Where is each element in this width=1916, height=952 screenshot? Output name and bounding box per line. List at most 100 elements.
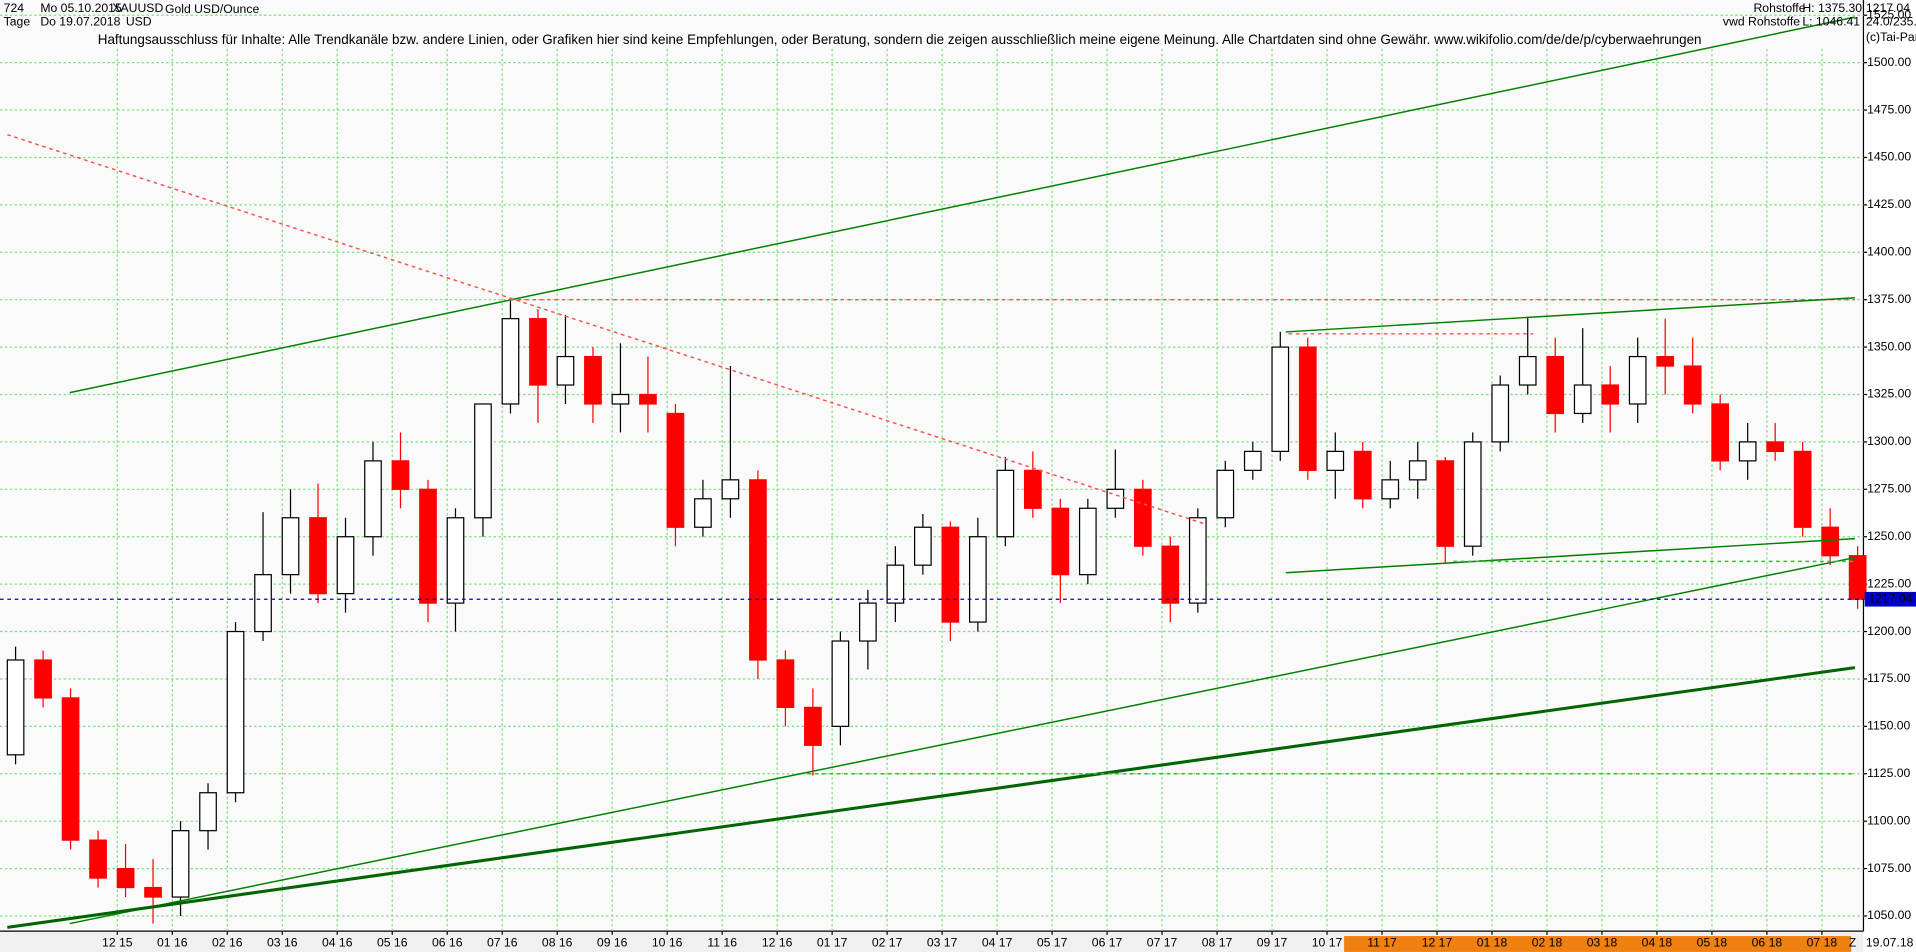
copyright: (c)Tai-Pan xyxy=(1866,30,1916,44)
candle-body xyxy=(1628,355,1647,405)
candle-body xyxy=(254,574,272,633)
candle-body xyxy=(1793,450,1812,528)
x-tick-label: 11 16 xyxy=(707,936,737,950)
trendline xyxy=(1285,297,1855,333)
candle-body xyxy=(116,867,135,889)
candle-body xyxy=(6,659,25,756)
y-tick-label: 1400.00 xyxy=(1867,244,1911,258)
y-tick-label: 1125.00 xyxy=(1867,766,1910,780)
y-tick-label: 1475.00 xyxy=(1867,102,1911,116)
candle-body xyxy=(474,403,492,519)
candle-body xyxy=(199,792,217,832)
candle-body xyxy=(1353,450,1372,500)
trendline xyxy=(69,16,1856,394)
candle-body xyxy=(1683,365,1702,405)
candle-body xyxy=(1546,355,1565,415)
x-tick-label: 03 16 xyxy=(267,936,298,950)
end-date: Do 19.07.2018 xyxy=(40,14,120,28)
x-tick-label: 04 18 xyxy=(1642,936,1673,950)
x-tick-label: 05 18 xyxy=(1697,936,1728,950)
chart-id: 724 xyxy=(4,1,25,15)
x-tick-label: 10 16 xyxy=(652,936,683,950)
candle-body xyxy=(996,469,1015,538)
x-tick-label: 04 16 xyxy=(322,936,353,950)
candle-body xyxy=(584,355,602,405)
candle-body xyxy=(941,526,960,623)
candle-body xyxy=(1161,545,1180,604)
x-tick-label: 11 17 xyxy=(1367,936,1397,950)
candle-body xyxy=(391,460,410,490)
candle-body xyxy=(1243,450,1262,471)
x-tick-label: 12 16 xyxy=(762,936,793,950)
candle-body xyxy=(1326,450,1345,471)
x-tick-label: 05 17 xyxy=(1037,936,1068,950)
x-tick-label: 07 18 xyxy=(1807,936,1838,950)
candle-body xyxy=(61,697,80,841)
group: Rohstoffe xyxy=(1753,1,1805,15)
x-tick-label: 01 17 xyxy=(817,936,848,950)
x-tick-label: 12 15 xyxy=(102,936,133,950)
candle-body xyxy=(1656,355,1675,367)
instrument-name: Gold USD/Ounce xyxy=(165,2,259,16)
x-tick-label: 01 18 xyxy=(1477,936,1508,950)
currency: USD xyxy=(126,14,152,28)
x-tick-label: 06 17 xyxy=(1092,936,1123,950)
x-tick-label: 07 17 xyxy=(1147,936,1178,950)
plot-area xyxy=(0,0,1863,931)
candle-body xyxy=(556,355,575,386)
x-tick-label: 01 16 xyxy=(157,936,188,950)
y-tick-label: 1275.00 xyxy=(1867,482,1911,496)
candle-body xyxy=(721,479,740,500)
period: Tage xyxy=(4,14,31,28)
y-tick-label: 1525.00 xyxy=(1867,7,1911,21)
x-tick-label: 07 16 xyxy=(487,936,518,950)
candle-body xyxy=(364,460,382,538)
candle-body xyxy=(666,412,685,528)
trendline xyxy=(7,666,1856,929)
y-tick-label: 1075.00 xyxy=(1867,861,1911,875)
candle-body xyxy=(1848,555,1867,600)
x-tick-label: 10 17 xyxy=(1312,936,1343,950)
y-tick-label: 1350.00 xyxy=(1867,339,1911,353)
y-tick-label: 1175.00 xyxy=(1867,671,1910,685)
x-tick-label: 09 17 xyxy=(1257,936,1288,950)
y-tick-label: 1500.00 xyxy=(1867,55,1911,69)
z-marker: Z xyxy=(1849,936,1857,950)
y-tick-label: 1200.00 xyxy=(1867,624,1911,638)
candle-body xyxy=(968,536,987,623)
candle-body xyxy=(831,640,850,727)
candle-body xyxy=(1408,460,1427,481)
candle-body xyxy=(281,517,300,576)
candle-body xyxy=(1738,441,1757,462)
x-tick-label: 06 16 xyxy=(432,936,463,950)
end-short: 19.07.18 xyxy=(1866,936,1914,950)
candle-body xyxy=(446,517,465,604)
start-date: Mo 05.10.2015 xyxy=(40,1,122,15)
x-tick-label: 06 18 xyxy=(1752,936,1783,950)
candle-body xyxy=(34,659,52,699)
candle-body xyxy=(171,830,190,898)
candle-body xyxy=(336,536,355,595)
candle-body xyxy=(886,564,905,604)
x-axis-highlight xyxy=(1344,936,1852,952)
candle-body xyxy=(1106,488,1125,509)
candle-body xyxy=(804,706,822,746)
y-tick-label: 1375.00 xyxy=(1867,292,1911,306)
candle-body xyxy=(144,886,162,898)
candle-body xyxy=(749,479,767,661)
candle-body xyxy=(1463,441,1482,547)
y-tick-label: 1325.00 xyxy=(1867,387,1911,401)
candle-body xyxy=(1491,384,1510,443)
x-tick-label: 08 16 xyxy=(542,936,573,950)
candle-body xyxy=(776,659,795,709)
x-tick-label: 03 18 xyxy=(1587,936,1618,950)
y-tick-label: 1250.00 xyxy=(1867,529,1911,543)
candle-body xyxy=(1271,346,1290,453)
candle-body xyxy=(1051,507,1070,576)
x-tick-label: 04 17 xyxy=(982,936,1013,950)
candle-body xyxy=(419,488,437,604)
trendline xyxy=(1285,537,1855,574)
candle-body xyxy=(1188,517,1207,604)
last-price: 1217.04 xyxy=(1866,1,1910,15)
